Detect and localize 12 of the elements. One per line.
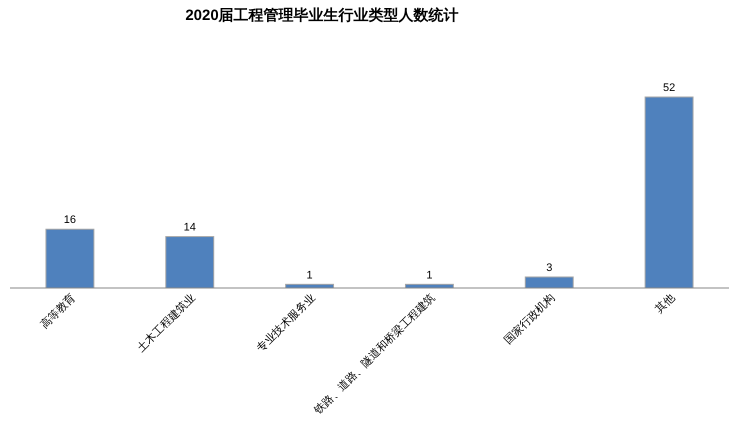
data-label: 16 (64, 214, 76, 226)
chart-title: 2020届工程管理毕业生行业类型人数统计 (185, 7, 459, 24)
x-tick-label: 土木工程建筑业 (134, 290, 198, 355)
data-label: 52 (662, 82, 676, 94)
data-label: 1 (426, 269, 432, 282)
data-label: 3 (546, 262, 552, 274)
x-tick-label: 国家行政机构 (502, 290, 558, 347)
data-label: 1 (306, 269, 313, 282)
x-tick-label: 专业技术服务业 (254, 290, 318, 355)
x-tick-label: 其他 (652, 290, 678, 316)
data-label: 14 (184, 222, 196, 234)
x-tick-label: 高等教育 (38, 290, 78, 332)
